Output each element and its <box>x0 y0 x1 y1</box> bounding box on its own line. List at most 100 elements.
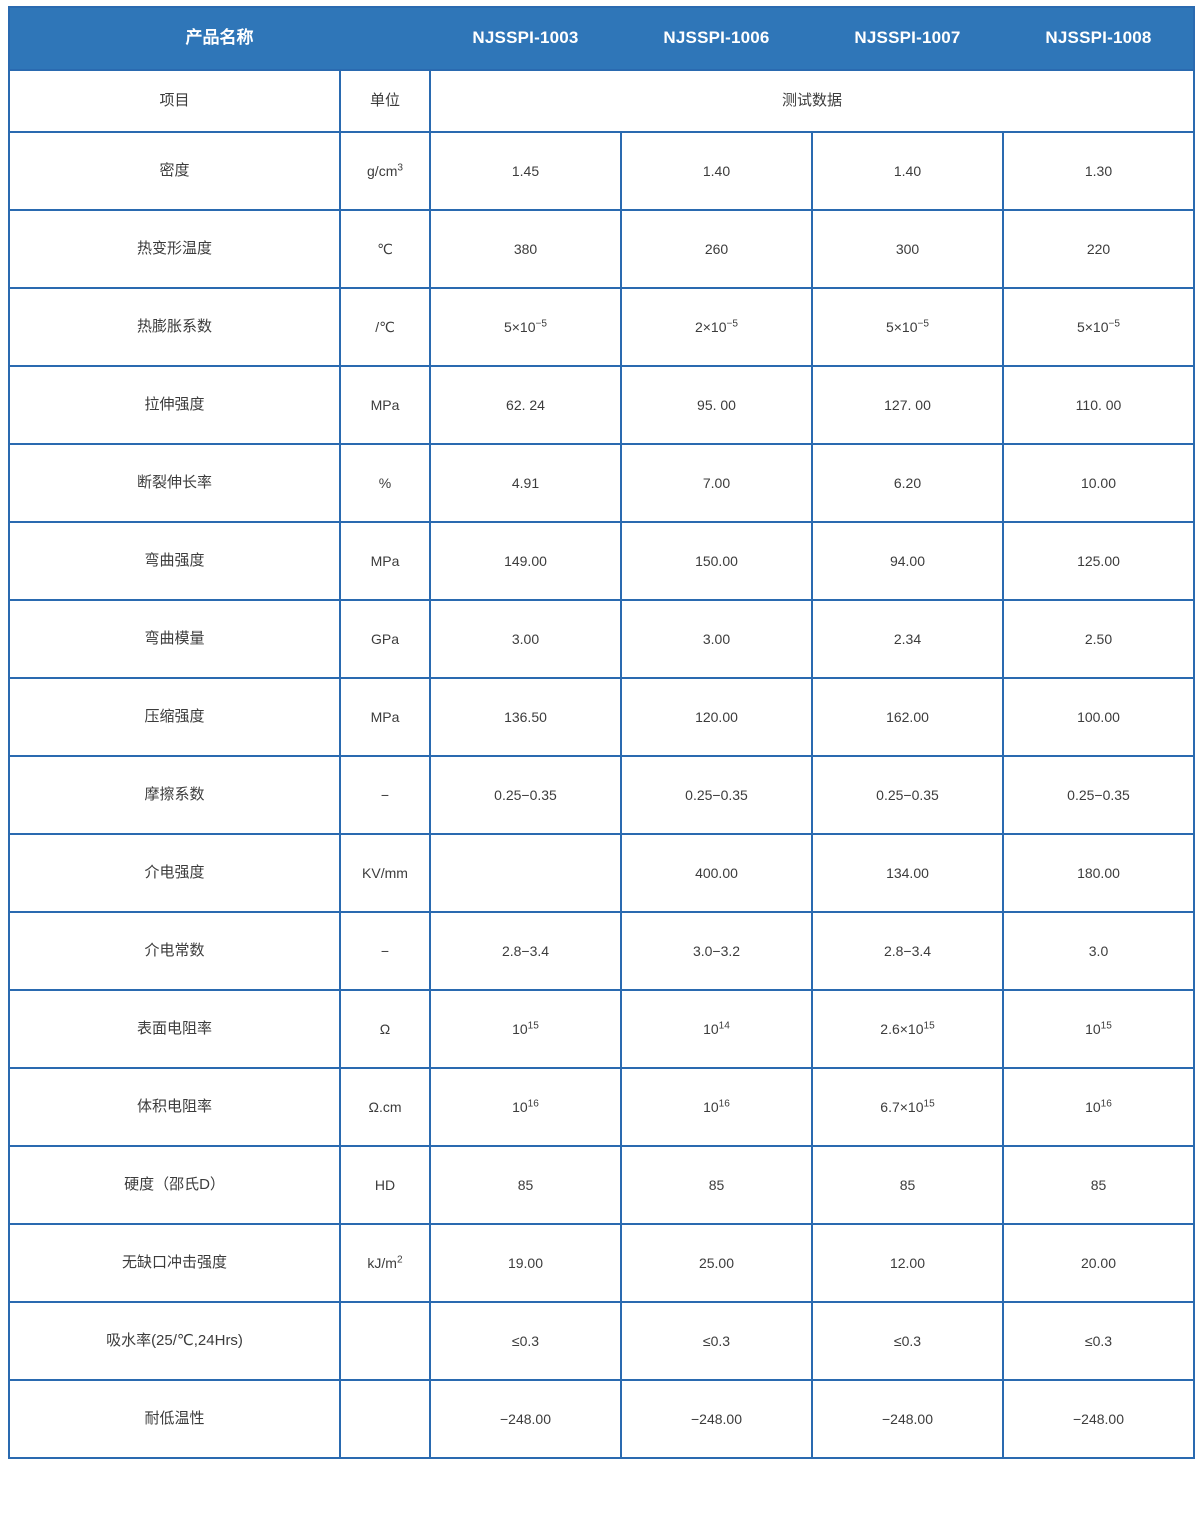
table-row: 耐低温性 −248.00 −248.00 −248.00 −248.00 <box>8 1379 1195 1459</box>
row-value-cell: 3.0 <box>1002 911 1195 991</box>
value-base: 10 <box>703 1098 719 1115</box>
row-value-cell: 1015 <box>429 989 622 1069</box>
table-row: 摩擦系数 − 0.25−0.35 0.25−0.35 0.25−0.35 0.25−0.3… <box>8 755 1195 835</box>
value-base: 2.6×10 <box>880 1020 924 1037</box>
value-base: 7.00 <box>702 474 731 491</box>
row-unit-label: MPa <box>339 521 431 601</box>
row-item-label: 弯曲模量 <box>8 599 341 679</box>
value-base: ≤0.3 <box>511 1332 540 1349</box>
value-base: 300 <box>895 240 920 257</box>
row-item-label: 拉伸强度 <box>8 365 341 445</box>
value-base: 180.00 <box>1077 864 1120 881</box>
row-item-label: 热变形温度 <box>8 209 341 289</box>
row-value-cell: −248.00 <box>620 1379 813 1459</box>
unit-base: − <box>380 942 390 959</box>
row-value-cell: 220 <box>1002 209 1195 289</box>
value-base: 0.25−0.35 <box>494 786 557 803</box>
table-row: 无缺口冲击强度 kJ/m2 19.00 25.00 12.00 20.00 <box>8 1223 1195 1303</box>
value-exponent: 14 <box>718 1020 730 1032</box>
row-unit-label: ℃ <box>339 209 431 289</box>
value-exponent: 16 <box>1100 1098 1112 1110</box>
row-unit-label: /℃ <box>339 287 431 367</box>
unit-base: GPa <box>370 630 399 647</box>
row-value-cell: 85 <box>1002 1145 1195 1225</box>
row-value-cell: 10.00 <box>1002 443 1195 523</box>
unit-exponent: 3 <box>397 162 403 174</box>
row-unit-label: % <box>339 443 431 523</box>
unit-exponent: 2 <box>396 1254 403 1266</box>
value-base: 85 <box>517 1176 534 1193</box>
subheader-item-label: 项目 <box>8 69 341 133</box>
row-value-cell: 25.00 <box>620 1223 813 1303</box>
row-item-label: 密度 <box>8 131 341 211</box>
row-unit-label: MPa <box>339 365 431 445</box>
row-value-cell: 400.00 <box>620 833 813 913</box>
product-specification-table: 产品名称 NJSSPI-1003 NJSSPI-1006 NJSSPI-1007… <box>8 6 1195 1459</box>
row-value-cell: 5×10−5 <box>1002 287 1195 367</box>
row-item-label: 介电强度 <box>8 833 341 913</box>
row-item-label: 介电常数 <box>8 911 341 991</box>
subheader-row: 项目 单位 测试数据 <box>8 69 1195 133</box>
row-value-cell: 100.00 <box>1002 677 1195 757</box>
value-base: 94.00 <box>889 552 926 569</box>
value-base: 4.91 <box>511 474 540 491</box>
table-row: 密度 g/cm3 1.45 1.40 1.40 1.30 <box>8 131 1195 211</box>
row-value-cell: 12.00 <box>811 1223 1004 1303</box>
row-value-cell: 127. 00 <box>811 365 1004 445</box>
value-base: 6.20 <box>893 474 922 491</box>
value-base: 2.34 <box>893 630 922 647</box>
value-base: 10 <box>703 1020 719 1037</box>
value-base: 380 <box>513 240 538 257</box>
row-item-label: 耐低温性 <box>8 1379 341 1459</box>
row-value-cell: 3.00 <box>429 599 622 679</box>
row-value-cell: 2.8−3.4 <box>811 911 1004 991</box>
row-item-label: 热膨胀系数 <box>8 287 341 367</box>
row-item-label: 压缩强度 <box>8 677 341 757</box>
table-row: 吸水率(25/℃,24Hrs) ≤0.3 ≤0.3 ≤0.3 ≤0.3 <box>8 1301 1195 1381</box>
row-value-cell: 1.40 <box>811 131 1004 211</box>
value-exponent: 16 <box>527 1098 539 1110</box>
value-base: 3.0 <box>1088 942 1109 959</box>
subheader-unit-label: 单位 <box>339 69 431 133</box>
row-value-cell: 20.00 <box>1002 1223 1195 1303</box>
value-base: 150.00 <box>695 552 738 569</box>
value-exponent: 15 <box>923 1020 935 1032</box>
row-value-cell: 2.8−3.4 <box>429 911 622 991</box>
value-base: 120.00 <box>695 708 738 725</box>
value-base: 5×10 <box>1076 318 1109 335</box>
value-base: −248.00 <box>691 1410 742 1427</box>
row-value-cell: 6.20 <box>811 443 1004 523</box>
table-row: 断裂伸长率% 4.91 7.00 6.20 10.00 <box>8 443 1195 523</box>
value-base: 260 <box>704 240 729 257</box>
unit-base: HD <box>374 1176 396 1193</box>
table-row: 表面电阻率 Ω 1015 1014 2.6×1015 1015 <box>8 989 1195 1069</box>
value-base: 3.00 <box>511 630 540 647</box>
row-item-label: 体积电阻率 <box>8 1067 341 1147</box>
row-value-cell: 7.00 <box>620 443 813 523</box>
row-unit-label <box>339 1379 431 1459</box>
row-item-label: 硬度（邵氏D） <box>8 1145 341 1225</box>
value-base: 1.30 <box>1084 162 1113 179</box>
value-base: 0.25−0.35 <box>876 786 939 803</box>
value-exponent: −5 <box>917 318 930 330</box>
value-base: 10 <box>512 1020 528 1037</box>
header-model-1008: NJSSPI-1008 <box>1002 6 1195 71</box>
unit-base: MPa <box>370 708 400 725</box>
table-row: 弯曲模量 GPa 3.00 3.00 2.34 2.50 <box>8 599 1195 679</box>
row-value-cell: ≤0.3 <box>1002 1301 1195 1381</box>
row-unit-label: Ω.cm <box>339 1067 431 1147</box>
row-value-cell: 85 <box>811 1145 1004 1225</box>
table-row: 硬度（邵氏D） HD 85 85 85 85 <box>8 1145 1195 1225</box>
value-base: 85 <box>899 1176 916 1193</box>
row-value-cell: 125.00 <box>1002 521 1195 601</box>
value-base: 10 <box>1085 1098 1101 1115</box>
value-base: 136.50 <box>504 708 547 725</box>
row-value-cell: 260 <box>620 209 813 289</box>
value-base: ≤0.3 <box>702 1332 731 1349</box>
unit-base: Ω.cm <box>368 1098 402 1115</box>
row-value-cell: 300 <box>811 209 1004 289</box>
row-value-cell <box>429 833 622 913</box>
unit-base: g/cm <box>367 162 398 179</box>
row-value-cell: 3.0−3.2 <box>620 911 813 991</box>
unit-base: MPa <box>370 396 400 413</box>
